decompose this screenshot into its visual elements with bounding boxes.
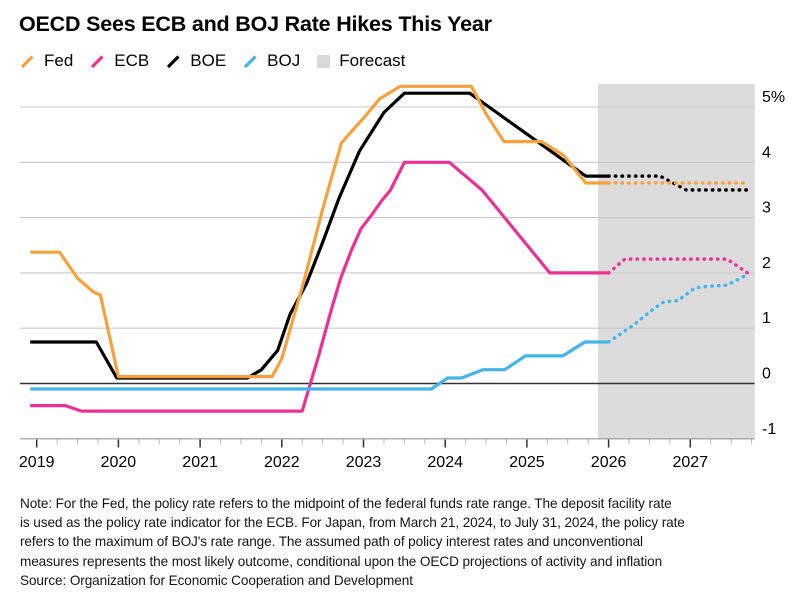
- y-tick-label: 1: [762, 310, 771, 327]
- y-tick-label: 4: [762, 144, 771, 161]
- series-line-boe-solid: [30, 91, 609, 380]
- legend-item-label: BOJ: [267, 51, 301, 70]
- legend-item-fed: Fed: [20, 51, 73, 71]
- x-tick-label: 2026: [591, 454, 627, 471]
- note-line: is used as the policy rate indicator for…: [20, 515, 685, 531]
- rate-chart: 5% 4 3 2 1 0 -1 2019 2020 2021 2022 2023 2024 2025 202…: [19, 84, 785, 471]
- x-tick-label: 2027: [673, 454, 709, 471]
- legend-item-boj: BOJ: [243, 51, 300, 71]
- y-tick-label: 5%: [762, 89, 785, 106]
- series-line-ecb-forecast: [606, 257, 750, 275]
- note-line: refers to the maximum of BOJ's rate rang…: [20, 534, 643, 550]
- y-tick-label: 3: [762, 200, 771, 217]
- series-line-ecb-solid: [30, 160, 609, 413]
- y-tick-label: 2: [762, 255, 771, 272]
- source-line: Source: Organization for Economic Cooper…: [20, 572, 413, 588]
- legend-item-label: Fed: [44, 51, 74, 70]
- series-line-boj-forecast: [606, 272, 750, 344]
- series-line-boj-solid: [30, 340, 609, 391]
- chart-title: OECD Sees ECB and BOJ Rate Hikes This Ye…: [19, 12, 492, 36]
- series-line-fed-solid: [30, 84, 609, 379]
- legend-item-label: ECB: [114, 51, 150, 70]
- y-tick-label: 0: [762, 366, 771, 383]
- note-text: Note: For the Fed, the policy rate refer…: [20, 494, 795, 590]
- x-tick-label: 2022: [264, 454, 300, 471]
- legend-item-ecb: ECB: [90, 51, 149, 71]
- boe-line-swatch-icon: [167, 54, 180, 68]
- series-line-boe-forecast: [606, 174, 750, 192]
- legend-item-label: BOE: [190, 51, 227, 70]
- note-line: measures represents the most likely outc…: [20, 553, 663, 569]
- note-line: Note: For the Fed, the policy rate refer…: [20, 496, 672, 511]
- x-tick-label: 2025: [509, 454, 545, 471]
- y-tick-label: -1: [762, 421, 776, 438]
- fed-line-swatch-icon: [20, 54, 34, 68]
- legend-item-boe: BOE: [166, 51, 226, 71]
- x-tick-label: 2020: [101, 454, 137, 471]
- x-tick-label: 2023: [346, 454, 382, 471]
- forecast-box-swatch-icon: [317, 54, 331, 68]
- x-tick-label: 2024: [427, 454, 463, 471]
- legend-item-label: Forecast: [339, 51, 406, 70]
- ecb-line-swatch-icon: [91, 54, 104, 68]
- x-tick-label: 2021: [182, 454, 218, 471]
- legend: Fed ECB BOE BOJ Forecast: [20, 51, 405, 71]
- x-tick-label: 2019: [19, 454, 55, 471]
- boj-line-swatch-icon: [244, 54, 257, 68]
- legend-item-forecast: Forecast: [317, 51, 405, 71]
